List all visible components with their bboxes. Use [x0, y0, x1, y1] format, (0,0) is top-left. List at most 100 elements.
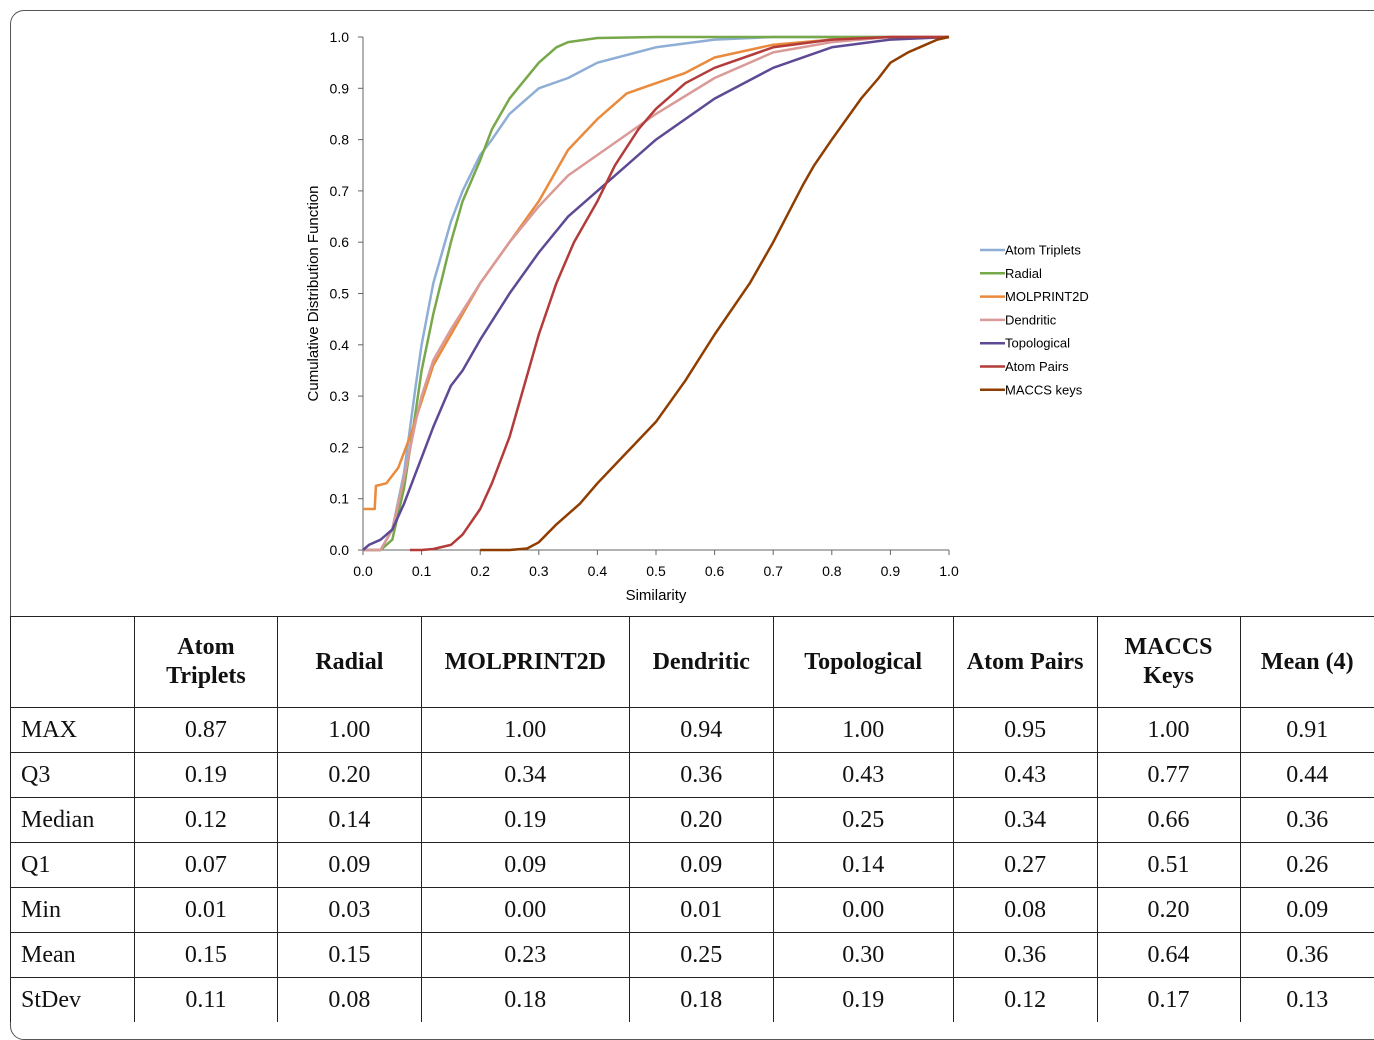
table-column-header: Radial	[277, 617, 421, 708]
table-cell: 0.25	[773, 798, 953, 843]
table-cell: 0.43	[953, 753, 1097, 798]
legend-entry: Atom Triplets	[1005, 243, 1081, 258]
x-tick-label: 0.1	[412, 563, 432, 579]
y-tick-label: 1.0	[330, 29, 350, 45]
x-tick-label: 0.5	[646, 563, 666, 579]
table-cell: 0.15	[134, 933, 277, 978]
table-cell: 0.08	[953, 888, 1097, 933]
table-corner-cell	[11, 617, 135, 708]
table-row-label: Median	[11, 798, 135, 843]
table-cell: 0.12	[134, 798, 277, 843]
y-tick-label: 0.3	[330, 388, 350, 404]
x-tick-label: 0.7	[763, 563, 783, 579]
y-tick-label: 0.6	[330, 234, 350, 250]
table-column-header: Atom Triplets	[134, 617, 277, 708]
legend-entry: Dendritic	[1005, 312, 1057, 327]
table-cell: 0.03	[277, 888, 421, 933]
table-cell: 0.14	[773, 843, 953, 888]
table-cell: 0.00	[773, 888, 953, 933]
table-cell: 0.01	[134, 888, 277, 933]
series-line-atom-pairs	[410, 37, 949, 550]
table-row-label: Q3	[11, 753, 135, 798]
table-cell: 0.14	[277, 798, 421, 843]
legend-entry: MACCS keys	[1005, 382, 1083, 397]
table-column-header: Atom Pairs	[953, 617, 1097, 708]
chart-legend: Atom TripletsRadialMOLPRINT2DDendriticTo…	[980, 243, 1089, 398]
table-cell: 0.11	[134, 978, 277, 1023]
table-cell: 0.20	[277, 753, 421, 798]
table-cell: 0.94	[629, 708, 773, 753]
table-row-label: Min	[11, 888, 135, 933]
y-tick-label: 0.8	[330, 132, 350, 148]
table-cell: 0.51	[1097, 843, 1240, 888]
table-row-label: Mean	[11, 933, 135, 978]
y-tick-label: 0.4	[330, 337, 350, 353]
x-tick-label: 0.3	[529, 563, 549, 579]
table-column-header: Dendritic	[629, 617, 773, 708]
x-tick-label: 1.0	[939, 563, 959, 579]
legend-entry: Radial	[1005, 266, 1042, 281]
table-cell: 0.00	[421, 888, 629, 933]
table-cell: 0.44	[1240, 753, 1374, 798]
table-cell: 0.09	[629, 843, 773, 888]
table-row-label: StDev	[11, 978, 135, 1023]
table-column-header: Topological	[773, 617, 953, 708]
table-cell: 0.34	[421, 753, 629, 798]
y-tick-label: 0.1	[330, 491, 350, 507]
y-tick-label: 0.9	[330, 80, 350, 96]
x-tick-label: 0.9	[881, 563, 901, 579]
x-tick-label: 0.2	[470, 563, 490, 579]
series-line-maccs-keys	[480, 37, 949, 550]
table-cell: 0.09	[421, 843, 629, 888]
table-cell: 0.15	[277, 933, 421, 978]
table-cell: 0.09	[1240, 888, 1374, 933]
x-axis-label: Similarity	[626, 587, 687, 604]
table-cell: 0.66	[1097, 798, 1240, 843]
table-cell: 0.36	[629, 753, 773, 798]
table-cell: 0.36	[1240, 933, 1374, 978]
table-column-header: MOLPRINT2D	[421, 617, 629, 708]
y-axis-label: Cumulative Distribution Function	[305, 186, 322, 402]
table-cell: 0.27	[953, 843, 1097, 888]
table-cell: 0.20	[629, 798, 773, 843]
table-cell: 0.19	[421, 798, 629, 843]
chart-series	[363, 37, 949, 550]
table-cell: 0.87	[134, 708, 277, 753]
table-cell: 0.19	[134, 753, 277, 798]
table-cell: 0.77	[1097, 753, 1240, 798]
table-column-header: MACCS Keys	[1097, 617, 1240, 708]
table-cell: 0.43	[773, 753, 953, 798]
y-tick-label: 0.5	[330, 286, 350, 302]
table-cell: 0.30	[773, 933, 953, 978]
x-tick-label: 0.0	[353, 563, 373, 579]
table-cell: 0.19	[773, 978, 953, 1023]
table-row-label: Q1	[11, 843, 135, 888]
table-cell: 1.00	[421, 708, 629, 753]
table-cell: 0.17	[1097, 978, 1240, 1023]
table-cell: 0.34	[953, 798, 1097, 843]
table-cell: 0.36	[1240, 798, 1374, 843]
x-tick-label: 0.4	[588, 563, 608, 579]
x-tick-label: 0.8	[822, 563, 842, 579]
table-column-header: Mean (4)	[1240, 617, 1374, 708]
table-cell: 0.26	[1240, 843, 1374, 888]
table-cell: 1.00	[277, 708, 421, 753]
table-cell: 0.36	[953, 933, 1097, 978]
table-cell: 0.13	[1240, 978, 1374, 1023]
table-cell: 0.07	[134, 843, 277, 888]
table-cell: 0.09	[277, 843, 421, 888]
table-cell: 1.00	[1097, 708, 1240, 753]
table-cell: 0.01	[629, 888, 773, 933]
table-cell: 0.95	[953, 708, 1097, 753]
y-tick-label: 0.2	[330, 439, 350, 455]
y-tick-label: 0.7	[330, 183, 350, 199]
table-cell: 0.20	[1097, 888, 1240, 933]
